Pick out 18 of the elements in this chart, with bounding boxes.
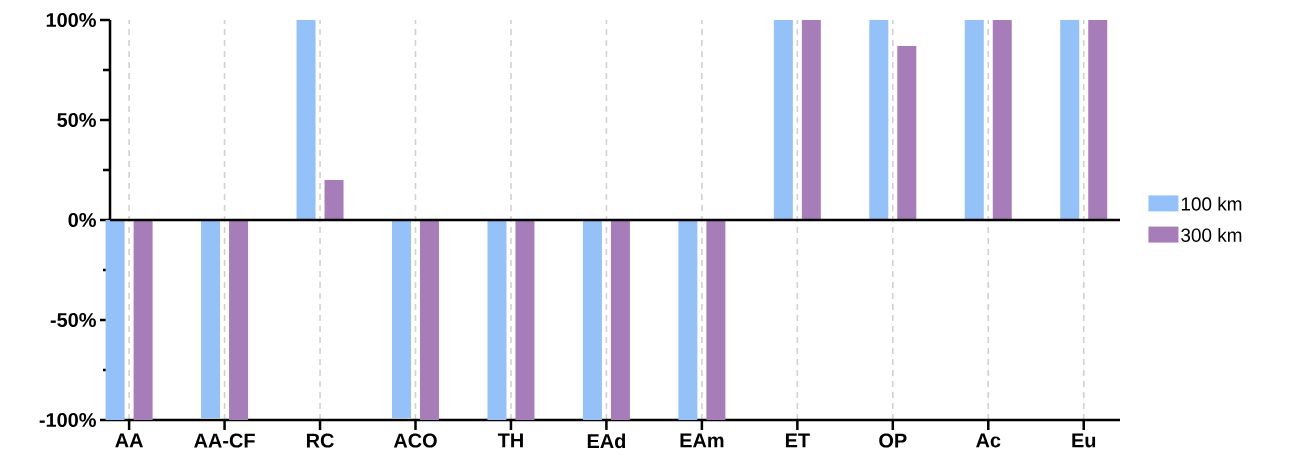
y-tick-label: -50% [50,312,96,328]
x-tick-label: RC [306,433,334,448]
y-tick-label: 50% [57,112,96,128]
x-tick-label: AA [115,433,143,448]
y-tick-label: 100% [46,12,96,28]
legend-label: 300 km [1181,227,1242,242]
x-tick-label: ET [785,433,810,448]
x-tick-label: EAm [680,433,724,448]
x-tick-label: Eu [1072,433,1096,448]
x-tick-label: ACO [393,433,437,448]
x-tick-label: Ac [976,433,1001,448]
x-tick-label: OP [879,433,907,448]
x-tick-label: EAd [587,433,626,449]
legend-label: 100 km [1181,196,1242,211]
y-tick-label: 0% [68,212,96,228]
y-tick-label: -100% [39,412,96,428]
x-tick-label: TH [497,433,523,448]
x-tick-label: AA-CF [194,433,255,448]
